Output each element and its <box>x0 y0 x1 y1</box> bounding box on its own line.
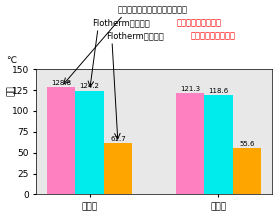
Text: 赤外線サーモグラフィ（実測）: 赤外線サーモグラフィ（実測） <box>118 5 188 14</box>
Text: 温度: 温度 <box>7 85 16 96</box>
Text: 128.8: 128.8 <box>51 79 71 86</box>
Text: パターン発熱：無し: パターン発熱：無し <box>190 31 235 40</box>
Text: パターン発熱：有り: パターン発熱：有り <box>176 18 221 27</box>
Text: Flotherm（予測）: Flotherm（予測） <box>92 18 150 27</box>
Bar <box>204 95 233 194</box>
Bar <box>104 143 132 194</box>
Text: 124.2: 124.2 <box>80 83 99 89</box>
Text: 118.6: 118.6 <box>208 88 228 94</box>
Bar <box>47 87 75 194</box>
Bar <box>233 148 261 194</box>
Text: 61.7: 61.7 <box>110 136 126 142</box>
Text: ℃: ℃ <box>6 56 16 65</box>
Text: 121.3: 121.3 <box>180 86 200 92</box>
Bar <box>176 93 204 194</box>
Text: 55.6: 55.6 <box>239 141 255 147</box>
Bar <box>75 91 104 194</box>
Text: Flotherm（予測）: Flotherm（予測） <box>106 31 164 40</box>
